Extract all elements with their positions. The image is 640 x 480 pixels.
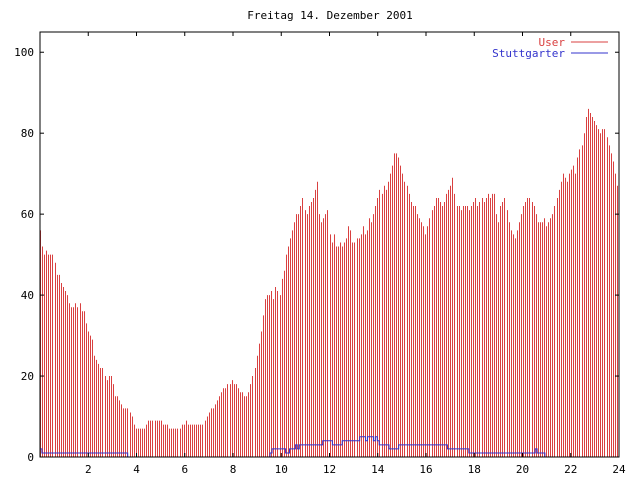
x-tick-label: 6 (181, 463, 188, 476)
legend-label-stuttgarter: Stuttgarter (492, 47, 565, 60)
x-tick-label: 4 (133, 463, 140, 476)
x-tick-label: 22 (564, 463, 577, 476)
y-tick-label: 20 (21, 370, 34, 383)
x-tick-label: 14 (371, 463, 385, 476)
user-series-bars (40, 108, 618, 457)
legend-entry-stuttgarter: Stuttgarter (492, 47, 608, 60)
legend-entry-user: User (539, 36, 608, 49)
y-tick-label: 100 (14, 46, 34, 59)
x-tick-label: 24 (612, 463, 626, 476)
y-tick-label: 60 (21, 208, 34, 221)
x-tick-label: 10 (275, 463, 288, 476)
x-tick-label: 2 (85, 463, 92, 476)
y-tick-label: 80 (21, 127, 34, 140)
legend: User Stuttgarter (492, 36, 608, 60)
x-tick-label: 18 (468, 463, 481, 476)
x-tick-label: 20 (516, 463, 529, 476)
legend-label-user: User (539, 36, 566, 49)
x-tick-label: 8 (230, 463, 237, 476)
y-tick-label: 40 (21, 289, 34, 302)
x-tick-label: 16 (419, 463, 432, 476)
x-axis: 2 4 6 8 10 12 14 16 18 20 22 24 (85, 32, 626, 476)
chart-title: Freitag 14. Dezember 2001 (247, 9, 413, 22)
y-axis: 0 20 40 60 80 100 (14, 46, 619, 464)
x-tick-label: 12 (323, 463, 336, 476)
y-tick-label: 0 (27, 451, 34, 464)
